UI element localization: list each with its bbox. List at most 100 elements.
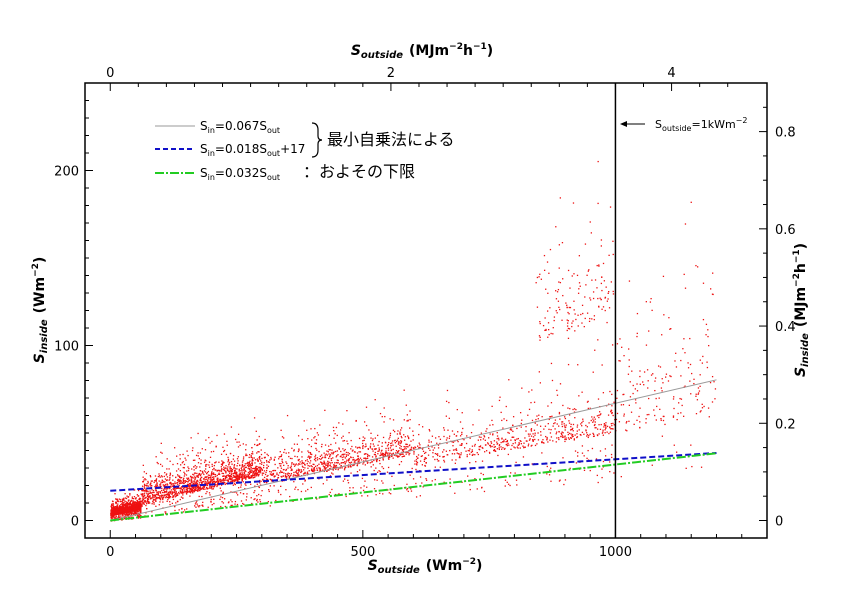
scatter-point	[190, 490, 192, 492]
scatter-point	[295, 463, 297, 465]
scatter-point	[206, 463, 208, 466]
scatter-point	[316, 459, 319, 461]
scatter-point	[142, 490, 144, 492]
scatter-point	[682, 415, 685, 417]
scatter-point	[204, 471, 207, 473]
scatter-point	[277, 467, 279, 469]
scatter-point	[536, 415, 538, 417]
scatter-point	[381, 415, 383, 418]
scatter-point	[480, 436, 482, 438]
scatter-point	[600, 245, 602, 247]
scatter-point	[596, 287, 598, 289]
scatter-point	[555, 226, 557, 228]
scatter-point	[323, 463, 325, 465]
scatter-point	[125, 509, 127, 511]
scatter-point	[253, 468, 256, 470]
scatter-point	[207, 470, 210, 473]
scatter-point	[567, 363, 570, 366]
scatter-point	[249, 460, 251, 462]
scatter-point	[236, 473, 238, 475]
scatter-point	[403, 448, 405, 451]
scatter-point	[567, 311, 569, 314]
scatter-point	[412, 439, 414, 441]
scatter-point	[179, 491, 182, 493]
scatter-point	[139, 501, 141, 503]
scatter-point	[169, 503, 171, 506]
scatter-point	[141, 485, 144, 487]
scatter-point	[286, 462, 288, 465]
scatter-point	[319, 455, 322, 457]
scatter-point	[379, 470, 381, 473]
scatter-point	[702, 355, 704, 358]
scatter-point	[184, 457, 186, 459]
scatter-point	[653, 409, 655, 411]
scatter-point	[539, 322, 541, 325]
scatter-point	[236, 465, 238, 467]
scatter-point	[208, 461, 211, 463]
scatter-point	[469, 484, 471, 486]
scatter-point	[316, 498, 318, 500]
scatter-point	[139, 509, 142, 512]
scatter-point	[301, 460, 303, 462]
scatter-point	[494, 450, 496, 452]
scatter-point	[231, 468, 234, 471]
scatter-point	[211, 440, 213, 443]
scatter-point	[191, 480, 193, 483]
scatter-point	[445, 450, 448, 452]
scatter-point	[366, 486, 368, 488]
scatter-point	[396, 455, 398, 457]
scatter-point	[582, 312, 584, 315]
left-tick-label: 0	[71, 515, 79, 530]
scatter-point	[563, 416, 566, 418]
scatter-point	[176, 455, 178, 457]
scatter-point	[306, 471, 309, 473]
scatter-point	[122, 515, 124, 517]
scatter-point	[493, 440, 496, 442]
scatter-point	[163, 491, 165, 494]
scatter-point	[255, 471, 257, 474]
scatter-point	[203, 473, 205, 476]
scatter-point	[133, 512, 135, 514]
scatter-point	[386, 445, 389, 447]
scatter-point	[128, 507, 130, 509]
scatter-point	[519, 412, 522, 414]
scatter-point	[304, 460, 307, 462]
scatter-point	[294, 471, 297, 473]
scatter-point	[587, 436, 589, 439]
scatter-point	[390, 445, 392, 447]
scatter-point	[112, 515, 114, 518]
scatter-point	[618, 360, 620, 362]
scatter-point	[519, 440, 521, 442]
scatter-point	[261, 490, 263, 492]
scatter-point	[233, 472, 236, 474]
scatter-point	[448, 417, 450, 419]
scatter-point	[695, 264, 697, 267]
scatter-point	[580, 313, 582, 316]
scatter-point	[530, 430, 533, 432]
scatter-point	[628, 359, 630, 361]
scatter-point	[628, 348, 630, 350]
scatter-point	[367, 448, 370, 450]
scatter-point	[134, 502, 136, 504]
scatter-point	[227, 480, 229, 483]
scatter-point	[165, 512, 167, 515]
scatter-point	[572, 423, 575, 426]
scatter-point	[147, 480, 149, 483]
scatter-point	[118, 500, 120, 503]
scatter-point	[200, 473, 202, 475]
scatter-point	[507, 431, 509, 434]
scatter-point	[231, 470, 233, 473]
scatter-point	[138, 498, 141, 500]
scatter-point	[494, 446, 496, 448]
scatter-point	[159, 501, 161, 503]
scatter-point	[242, 443, 244, 445]
scatter-point	[313, 463, 315, 466]
scatter-point	[491, 419, 493, 422]
scatter-point	[255, 468, 257, 471]
scatter-point	[223, 449, 226, 452]
scatter-point	[561, 435, 564, 437]
scatter-point	[159, 476, 161, 478]
scatter-point	[314, 436, 316, 438]
scatter-point	[121, 510, 123, 512]
scatter-point	[260, 480, 262, 483]
